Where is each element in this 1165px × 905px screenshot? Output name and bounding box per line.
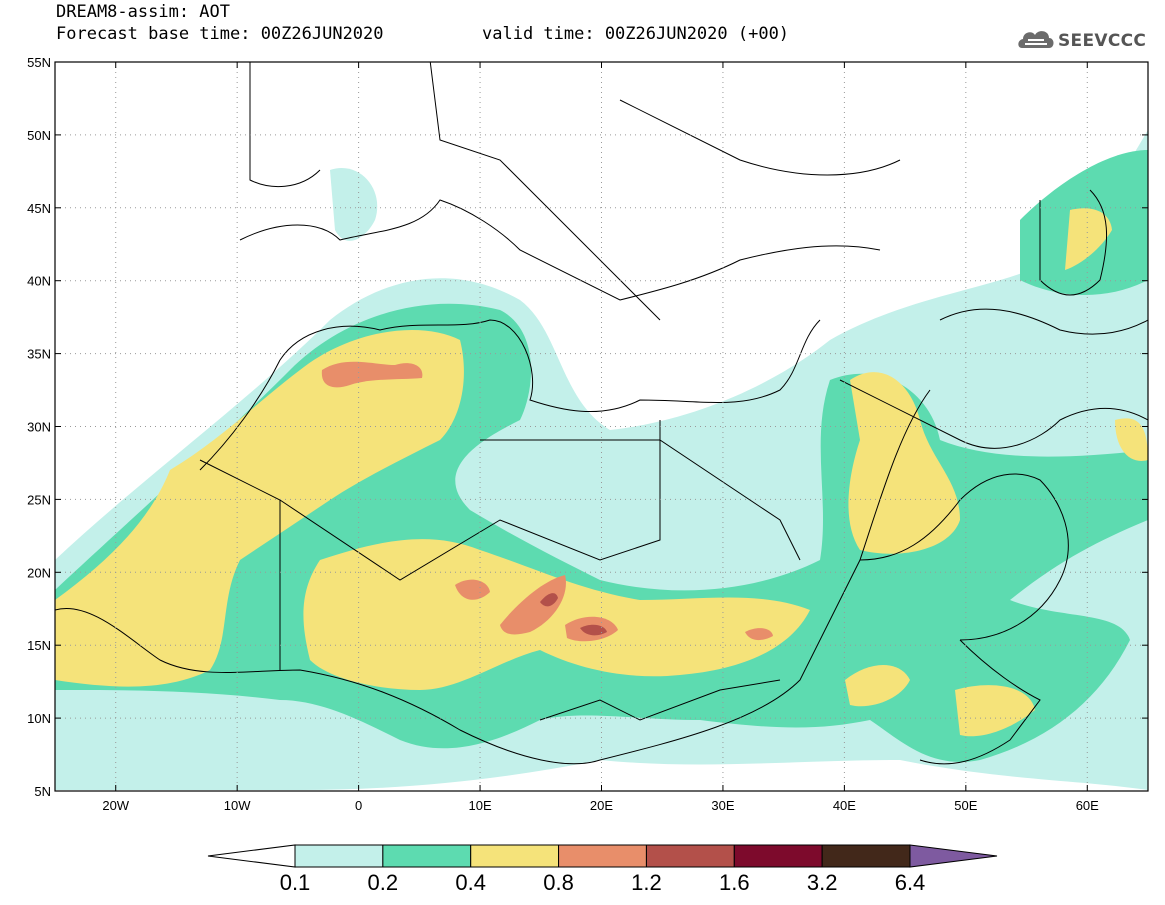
colorbar-level-label: 0.2 <box>368 870 399 895</box>
aot-band-1.2 <box>540 593 607 636</box>
colorbar-segment <box>558 844 647 868</box>
colorbar-segment <box>470 844 560 868</box>
colorbar-segment <box>294 844 384 868</box>
lat-label: 10N <box>27 711 51 726</box>
chart-title: DREAM8-assim: AOT <box>56 2 230 22</box>
lat-label: 20N <box>27 565 51 580</box>
colorbar-segment <box>645 844 735 868</box>
lon-labels: 20W 10W 0 10E 20E 30E 40E 50E 60E <box>102 798 1099 813</box>
lat-labels: 55N 50N 45N 40N 35N 30N 25N 20N 15N 10N 5N <box>27 55 51 799</box>
logo-text: SEEVCCC <box>1058 31 1147 51</box>
forecast-base-time: Forecast base time: 00Z26JUN2020 <box>56 24 384 44</box>
colorbar-over-arrow <box>909 844 998 868</box>
lon-label: 50E <box>954 798 977 813</box>
lat-label: 40N <box>27 274 51 289</box>
colorbar-labels: 0.1 0.2 0.4 0.8 1.2 1.6 3.2 6.4 <box>280 870 926 895</box>
lat-label: 35N <box>27 347 51 362</box>
tick-marks <box>55 61 1148 792</box>
colorbar-segment <box>821 844 911 868</box>
aot-band-0.4 <box>55 208 1148 737</box>
lon-label: 40E <box>833 798 856 813</box>
lon-label: 20W <box>102 798 129 813</box>
lat-label: 30N <box>27 420 51 435</box>
lat-label: 25N <box>27 492 51 507</box>
lon-label: 10W <box>224 798 251 813</box>
lat-label: 45N <box>27 201 51 216</box>
lon-label: 0 <box>355 798 362 813</box>
lat-label: 50N <box>27 128 51 143</box>
colorbar-under-arrow <box>207 844 296 868</box>
graticule <box>55 62 1148 791</box>
colorbar-level-label: 0.4 <box>455 870 486 895</box>
lon-label: 30E <box>711 798 734 813</box>
lon-label: 20E <box>590 798 613 813</box>
cloud-logo-icon <box>1018 31 1054 48</box>
valid-time: valid time: 00Z26JUN2020 (+00) <box>482 24 790 44</box>
colorbar-level-label: 6.4 <box>895 870 926 895</box>
lat-label: 15N <box>27 638 51 653</box>
colorbar <box>207 844 998 868</box>
aot-band-0.8 <box>321 361 773 642</box>
colorbar-level-label: 1.6 <box>719 870 750 895</box>
aot-field <box>55 130 1148 790</box>
colorbar-level-label: 3.2 <box>807 870 838 895</box>
colorbar-level-label: 0.8 <box>543 870 574 895</box>
colorbar-level-label: 0.1 <box>280 870 311 895</box>
lat-label: 55N <box>27 55 51 70</box>
colorbar-segment <box>733 844 823 868</box>
colorbar-level-label: 1.2 <box>631 870 662 895</box>
coastlines <box>55 62 1148 765</box>
lon-label: 60E <box>1076 798 1099 813</box>
colorbar-segment <box>382 844 472 868</box>
lat-label: 5N <box>34 784 51 799</box>
lon-label: 10E <box>468 798 491 813</box>
